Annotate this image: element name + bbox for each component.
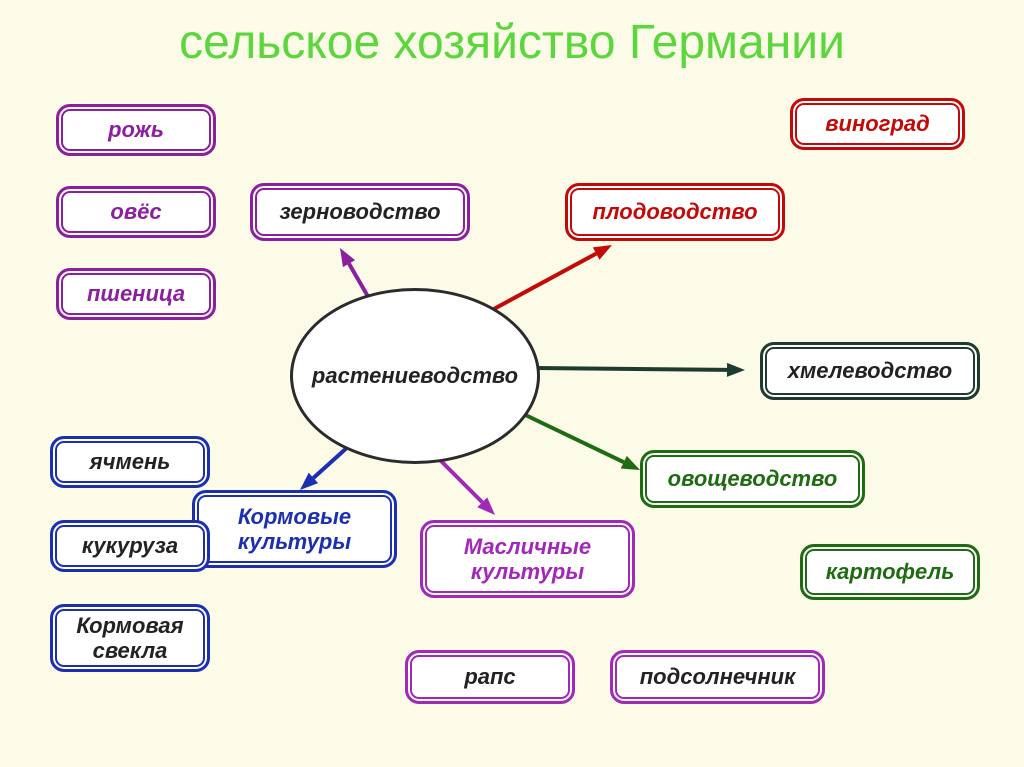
center-node: растениеводство <box>290 288 540 464</box>
node-rozh: рожь <box>56 104 216 156</box>
arrow-head-2 <box>727 363 745 377</box>
node-kormovye: Кормовые культуры <box>192 490 397 568</box>
node-maslich: Масличные культуры <box>420 520 635 598</box>
arrow-line-3 <box>515 410 624 462</box>
node-pshenitsa: пшеница <box>56 268 216 320</box>
arrow-head-4 <box>477 497 495 515</box>
node-podsoln: подсолнечник <box>610 650 825 704</box>
arrow-head-0 <box>340 248 355 267</box>
arrow-head-1 <box>593 245 612 260</box>
node-hmele: хмелеводство <box>760 342 980 400</box>
node-zernovodstvo: зерноводство <box>250 183 470 241</box>
arrow-head-3 <box>621 456 640 470</box>
node-ovoshche: овощеводство <box>640 450 865 508</box>
node-svekla: Кормовая свекла <box>50 604 210 672</box>
arrow-line-5 <box>313 445 350 478</box>
node-kartofel: картофель <box>800 544 980 600</box>
node-raps: рапс <box>405 650 575 704</box>
arrow-line-2 <box>535 368 727 370</box>
page-title: сельское хозяйство Германии <box>0 15 1024 70</box>
node-vinograd: виноград <box>790 98 965 150</box>
node-plodovodstvo: плодоводство <box>565 183 785 241</box>
arrow-line-1 <box>492 254 596 310</box>
node-kukuruza: кукуруза <box>50 520 210 572</box>
arrow-head-5 <box>300 473 318 490</box>
node-yachmen: ячмень <box>50 436 210 488</box>
node-oves: овёс <box>56 186 216 238</box>
